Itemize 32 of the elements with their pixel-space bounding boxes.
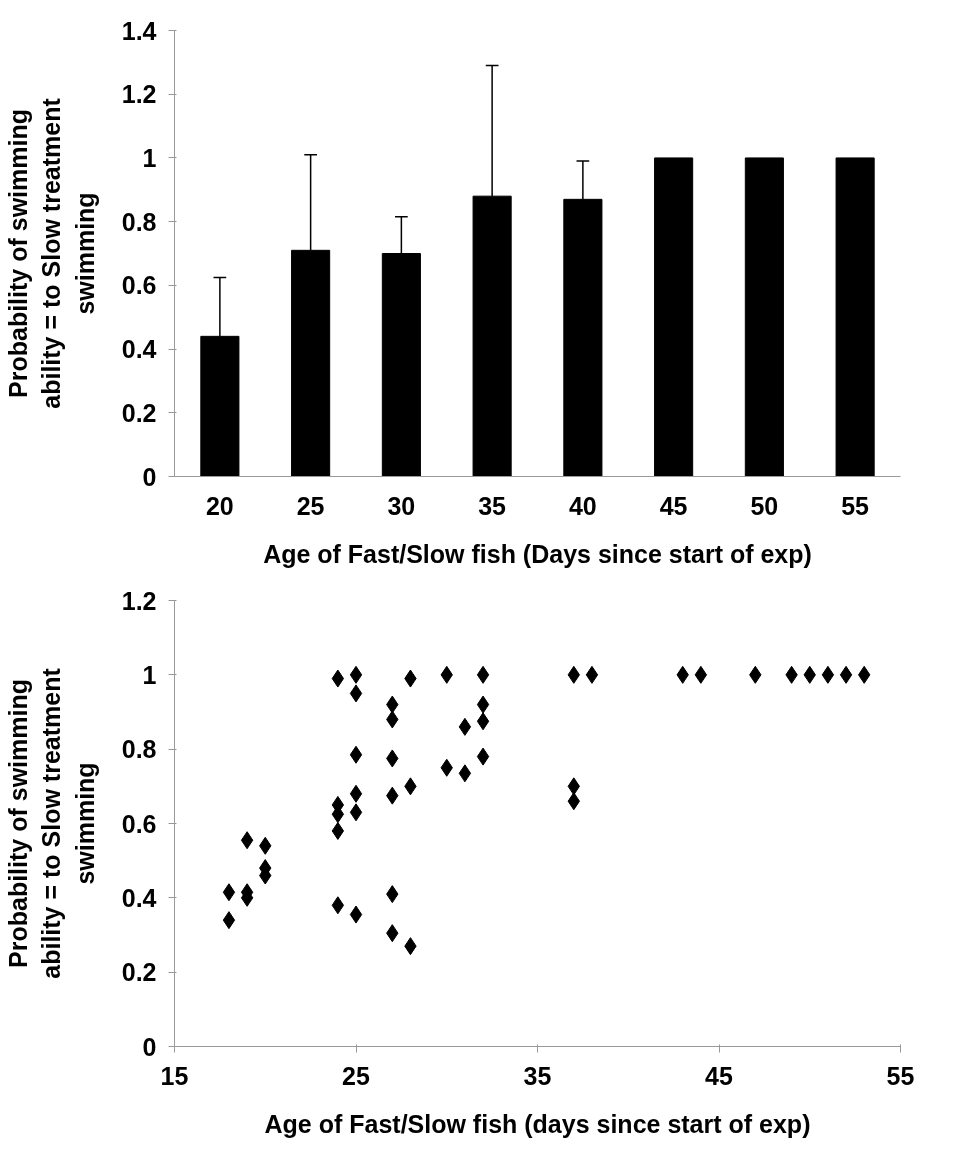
y-tick-label: 1 [142, 660, 157, 689]
x-tick-label: 40 [568, 491, 597, 520]
y-tick-label: 1.4 [121, 16, 157, 45]
y-axis-title: Probability of swimming ability = to Slow treatment swimming [3, 97, 99, 409]
y-tick-label: 1 [142, 143, 157, 172]
y-axis-title: Probability of swimming ability = to Slow treatment swimming [3, 667, 99, 979]
y-tick-label: 0.6 [121, 809, 157, 838]
x-tick-label: 25 [342, 1061, 370, 1090]
y-tick-label: 0.2 [121, 398, 157, 427]
y-tick-label: 0.2 [121, 958, 157, 987]
x-tick-label: 20 [205, 491, 234, 520]
y-tick-label: 0.8 [121, 735, 157, 764]
y-tick-label: 0.4 [121, 335, 157, 364]
x-tick-label: 50 [750, 491, 779, 520]
y-tick-label: 1.2 [121, 80, 157, 109]
x-tick-label: 30 [387, 491, 416, 520]
x-axis-title: Age of Fast/Slow fish (Days since start of exp) [263, 539, 812, 568]
x-tick-label: 35 [478, 491, 507, 520]
y-tick-label: 0.6 [121, 271, 157, 300]
y-tick-label: 1.2 [121, 586, 157, 615]
x-tick-label: 15 [160, 1061, 189, 1090]
y-tick-label: 0 [142, 462, 157, 491]
x-tick-label: 45 [705, 1061, 733, 1090]
y-tick-label: 0.8 [121, 207, 157, 236]
x-tick-label: 35 [523, 1061, 552, 1090]
y-tick-label: 0.4 [121, 883, 157, 912]
x-tick-label: 45 [659, 491, 688, 520]
y-tick-label: 0 [142, 1032, 157, 1061]
x-axis-title: Age of Fast/Slow fish (days since start of exp) [264, 1109, 811, 1138]
x-tick-label: 25 [296, 491, 325, 520]
x-tick-label: 55 [841, 491, 870, 520]
x-tick-label: 55 [886, 1061, 915, 1090]
